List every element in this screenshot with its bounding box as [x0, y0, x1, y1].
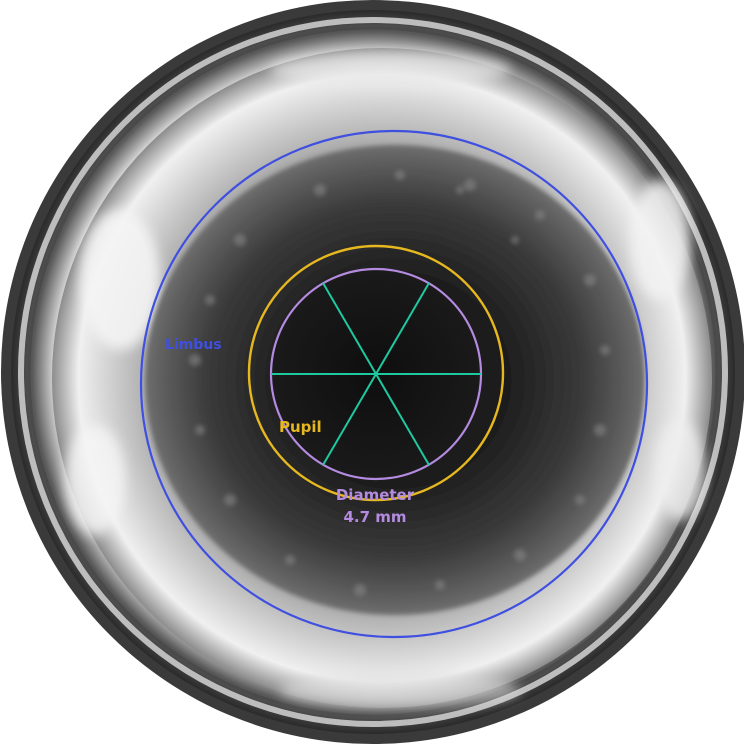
- dish-inner-edge-dark: [27, 26, 719, 718]
- limbus-outline: [139, 129, 649, 639]
- pupil-label: Pupil: [279, 418, 322, 436]
- iris-texture: [189, 170, 610, 596]
- sclera-highlights: [65, 52, 705, 708]
- pupil-outline: [247, 244, 505, 502]
- diameter-value: 4.7 mm: [343, 508, 406, 526]
- spoke-diagonal-b: [322, 282, 430, 466]
- dish-inner-edge: [18, 17, 728, 727]
- limbus-label: Limbus: [165, 337, 222, 353]
- diameter-spokes: [271, 282, 481, 466]
- diameter-label: Diameter: [336, 486, 415, 504]
